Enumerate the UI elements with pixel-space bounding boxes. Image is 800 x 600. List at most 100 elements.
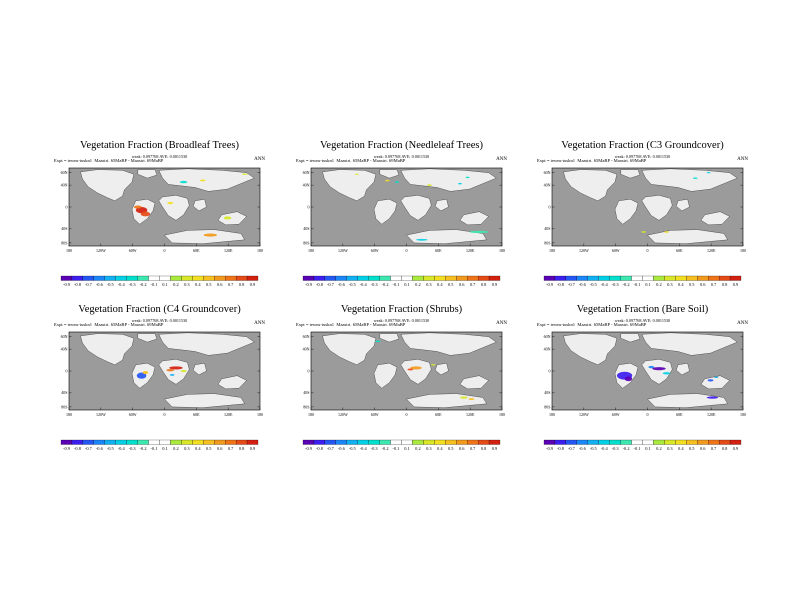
colorbar-label: -0.8 (316, 446, 324, 451)
colorbar-swatch (192, 275, 204, 281)
anomaly-patch (169, 373, 175, 376)
colorbar-swatch (214, 275, 226, 281)
colorbar-swatch (104, 439, 116, 445)
land-africa (641, 195, 673, 221)
lat-tick-label: 40N (61, 183, 68, 188)
colorbar-label: 0.3 (184, 446, 190, 451)
colorbar-label: 0.5 (206, 282, 212, 287)
colorbar-swatch (554, 275, 567, 281)
lon-tick-label: 60W (371, 248, 379, 253)
colorbar-swatch (159, 275, 171, 281)
colorbar-swatch (181, 439, 193, 445)
colorbar-label: -0.3 (129, 446, 137, 451)
colorbar-swatch (302, 275, 315, 281)
colorbar-label: 0.9 (492, 446, 498, 451)
colorbar-swatch (115, 439, 127, 445)
colorbar-label: -0.2 (140, 446, 147, 451)
colorbar-label: -0.2 (382, 446, 389, 451)
land-greenland (379, 169, 400, 179)
land-antarctica (164, 229, 245, 244)
colorbar-label: -0.9 (305, 446, 313, 451)
colorbar-swatch (477, 439, 490, 445)
colorbar-swatch (565, 439, 577, 445)
land-australia (217, 375, 247, 390)
lat-tick-label: 0 (66, 204, 68, 209)
colorbar-label: -0.8 (74, 282, 82, 287)
colorbar-swatch (675, 439, 687, 445)
land-australia (700, 375, 730, 390)
colorbar-label: -0.8 (74, 446, 82, 451)
lat-tick-label: 0 (308, 204, 310, 209)
colorbar-swatch (587, 439, 599, 445)
land-india (675, 199, 690, 212)
lat-tick-label: 40S (303, 226, 309, 231)
lon-tick-label: 120E (224, 248, 233, 253)
land-antarctica (164, 393, 245, 408)
colorbar-swatch (235, 275, 248, 281)
colorbar-label: -0.7 (85, 446, 93, 451)
anomaly-patch (136, 372, 147, 379)
chart-expt: Expt = tewns-tuskn1 Maastri. 65MaBP - Ma… (54, 322, 164, 327)
colorbar-label: -0.5 (590, 446, 598, 451)
colorbar-swatch (357, 439, 369, 445)
land-north-america (322, 333, 377, 365)
land-north-america (80, 333, 135, 365)
colorbar-swatch (235, 439, 248, 445)
colorbar-label: 0.2 (173, 446, 179, 451)
colorbar-swatch (390, 275, 402, 281)
lat-tick-label: 40N (61, 347, 68, 352)
colorbar-label: 0.7 (228, 282, 234, 287)
chart-period: ANN (496, 157, 507, 162)
colorbar-swatch (620, 439, 632, 445)
colorbar-swatch (456, 275, 468, 281)
colorbar-swatch (631, 439, 643, 445)
chart-title: Vegetation Fraction (Shrubs) (340, 304, 463, 315)
colorbar-label: 0.6 (459, 282, 465, 287)
map-plot: 60N 40N 0 40S 80S 180 120W 60W 0 60E 120E 180 (544, 167, 746, 253)
lat-tick-label: 0 (66, 368, 68, 373)
anomaly-patch (648, 365, 655, 369)
colorbar-label: 0.6 (700, 446, 706, 451)
chart-stats: weak: 0.097768 AVE: 0.0011530 (131, 318, 188, 323)
lon-tick-label: 60E (435, 248, 442, 253)
anomaly-patch (641, 231, 646, 233)
lon-tick-label: 120W (96, 248, 106, 253)
colorbar-label: -0.4 (118, 446, 126, 451)
lat-tick-label: 40S (544, 390, 550, 395)
land-eurasia (158, 168, 255, 192)
anomaly-patch (714, 376, 719, 379)
chart-title: Vegetation Fraction (Needleleaf Trees) (320, 140, 483, 151)
land-india (434, 199, 449, 212)
colorbar-swatch (477, 275, 490, 281)
chart-stats: weak: 0.097768 AVE: 0.0011530 (614, 154, 671, 159)
colorbar-label: 0.1 (162, 282, 168, 287)
chart-expt: Expt = tewns-tuskn1 Maastri. 65MaBP - Ma… (296, 158, 406, 163)
colorbar-label: -0.4 (360, 446, 368, 451)
colorbar-swatch (718, 275, 731, 281)
colorbar-swatch (664, 275, 676, 281)
colorbar-swatch (390, 439, 402, 445)
colorbar-swatch (170, 439, 182, 445)
colorbar-label: -0.4 (118, 282, 126, 287)
colorbar-swatch (181, 275, 193, 281)
lat-tick-label: 80S (61, 404, 67, 409)
lon-tick-label: 120E (466, 412, 475, 417)
colorbar-label: 0.5 (689, 282, 695, 287)
anomaly-patch (374, 340, 381, 343)
colorbar: -0.9 -0.8 -0.7 -0.6 -0.5 -0.4 -0.3 -0.2 -0.1 0.1 0… (543, 439, 742, 451)
lat-tick-label: 80S (61, 240, 67, 245)
lat-tick-label: 40N (303, 183, 310, 188)
colorbar: -0.9 -0.8 -0.7 -0.6 -0.5 -0.4 -0.3 -0.2 -0.1 0.1 0… (543, 275, 742, 287)
lat-tick-label: 60N (544, 334, 551, 339)
colorbar-label: 0.7 (228, 446, 234, 451)
colorbar-swatch (170, 275, 182, 281)
colorbar-swatch (412, 275, 424, 281)
land-greenland (137, 169, 158, 179)
colorbar-label: -0.7 (568, 446, 576, 451)
land-greenland (137, 333, 158, 343)
lat-tick-label: 60N (303, 334, 310, 339)
colorbar-label: -0.3 (612, 282, 620, 287)
lon-tick-label: 120W (338, 248, 348, 253)
colorbar-label: -0.9 (546, 282, 554, 287)
colorbar-label: -0.3 (612, 446, 620, 451)
